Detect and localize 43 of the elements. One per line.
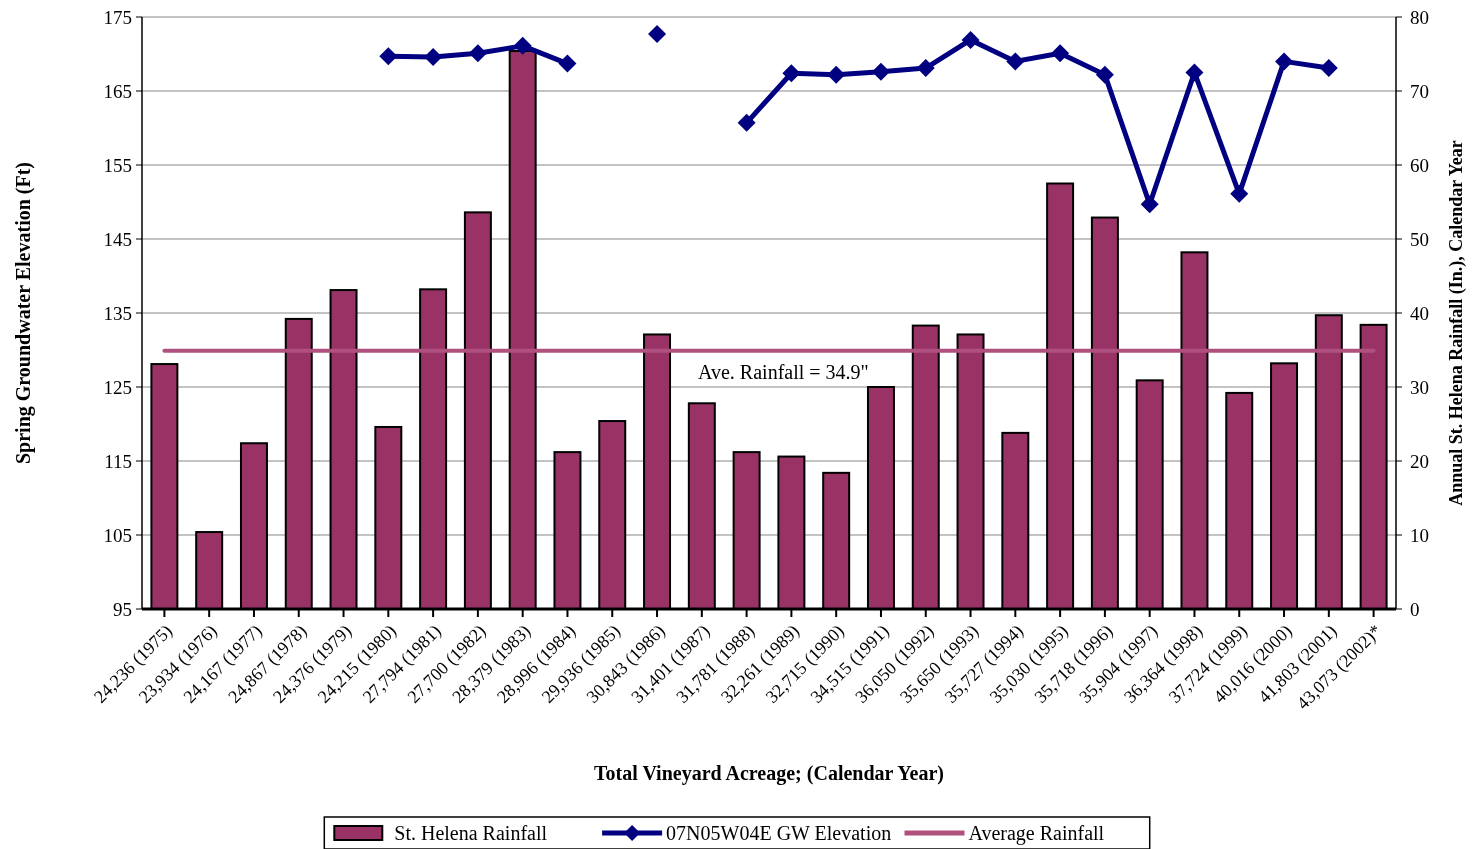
point [558, 54, 577, 73]
y-tick-label: 135 [103, 302, 132, 324]
point [424, 47, 443, 66]
point [827, 65, 846, 84]
point [648, 25, 667, 44]
y2-tick-label: 60 [1410, 154, 1429, 176]
legend-label: 07N05W04E GW Elevation [666, 822, 892, 844]
point [737, 113, 756, 132]
y-tick-label: 155 [103, 154, 132, 176]
point [1051, 44, 1070, 63]
y2-tick-label: 30 [1410, 376, 1429, 398]
y-tick-label: 95 [113, 598, 132, 620]
y2-tick-label: 50 [1410, 228, 1429, 250]
legend-label: St. Helena Rainfall [394, 822, 548, 844]
legend-label: Average Rainfall [968, 822, 1105, 845]
y2-tick-label: 0 [1410, 598, 1420, 620]
point [468, 44, 487, 63]
y2-tick-label: 20 [1410, 450, 1429, 472]
point [916, 59, 935, 78]
y-tick-label: 125 [103, 376, 132, 398]
point [1006, 52, 1025, 71]
y-tick-label: 115 [104, 450, 132, 472]
annotation: Ave. Rainfall = 34.9" [698, 360, 869, 383]
y-tick-label: 175 [103, 6, 132, 28]
y2-tick-label: 80 [1410, 6, 1429, 28]
x-axis-title: Total Vineyard Acreage; (Calendar Year) [594, 762, 944, 785]
point [1275, 52, 1294, 71]
y-tick-label: 105 [103, 524, 132, 546]
y2-tick-label: 10 [1410, 524, 1429, 546]
y-tick-label: 145 [103, 228, 132, 250]
point [1185, 63, 1204, 82]
y-axis-title: Spring Groundwater Elevation (Ft) [12, 161, 35, 465]
point [961, 30, 980, 49]
point [1230, 184, 1249, 203]
point [1140, 195, 1159, 214]
point [1319, 59, 1338, 78]
y2-axis-title: Annual St. Helena Rainfall (In.), Calendar Year [1446, 140, 1467, 506]
y2-tick-label: 40 [1410, 302, 1429, 324]
point [1095, 65, 1114, 84]
point [513, 36, 532, 55]
y2-tick-label: 70 [1410, 80, 1429, 102]
point [871, 62, 890, 81]
y-tick-label: 165 [103, 80, 132, 102]
